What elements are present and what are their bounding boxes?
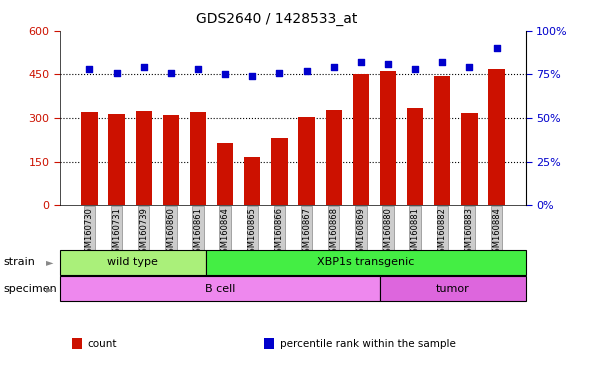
Bar <box>326 110 342 205</box>
Bar <box>380 71 396 205</box>
Point <box>85 66 94 72</box>
Point <box>166 70 175 76</box>
Text: percentile rank within the sample: percentile rank within the sample <box>280 339 456 349</box>
Bar <box>217 143 233 205</box>
Point <box>438 59 447 65</box>
Text: ►: ► <box>46 257 53 267</box>
Point <box>302 68 311 74</box>
Text: strain: strain <box>3 257 35 267</box>
Bar <box>489 69 505 205</box>
Point <box>221 71 230 78</box>
Text: wild type: wild type <box>108 257 158 267</box>
Point <box>112 70 121 76</box>
Text: tumor: tumor <box>436 284 470 294</box>
Text: GDS2640 / 1428533_at: GDS2640 / 1428533_at <box>196 12 357 25</box>
Bar <box>353 74 369 205</box>
Bar <box>190 112 206 205</box>
Bar <box>163 115 179 205</box>
Point <box>275 70 284 76</box>
Point <box>139 65 148 71</box>
Bar <box>434 76 450 205</box>
Bar <box>244 157 260 205</box>
Text: specimen: specimen <box>3 284 56 294</box>
Bar <box>407 108 423 205</box>
Bar <box>81 112 97 205</box>
Bar <box>108 114 124 205</box>
Text: B cell: B cell <box>205 284 236 294</box>
Point <box>193 66 203 72</box>
Bar <box>299 117 315 205</box>
Point <box>383 61 393 67</box>
Text: ►: ► <box>46 284 53 294</box>
Point <box>356 59 365 65</box>
Point <box>410 66 420 72</box>
Bar <box>136 111 152 205</box>
Point <box>492 45 501 51</box>
Text: count: count <box>88 339 117 349</box>
Point <box>329 65 338 71</box>
Bar <box>462 113 478 205</box>
Bar <box>271 139 287 205</box>
Point <box>248 73 257 79</box>
Text: XBP1s transgenic: XBP1s transgenic <box>317 257 415 267</box>
Point <box>465 65 474 71</box>
